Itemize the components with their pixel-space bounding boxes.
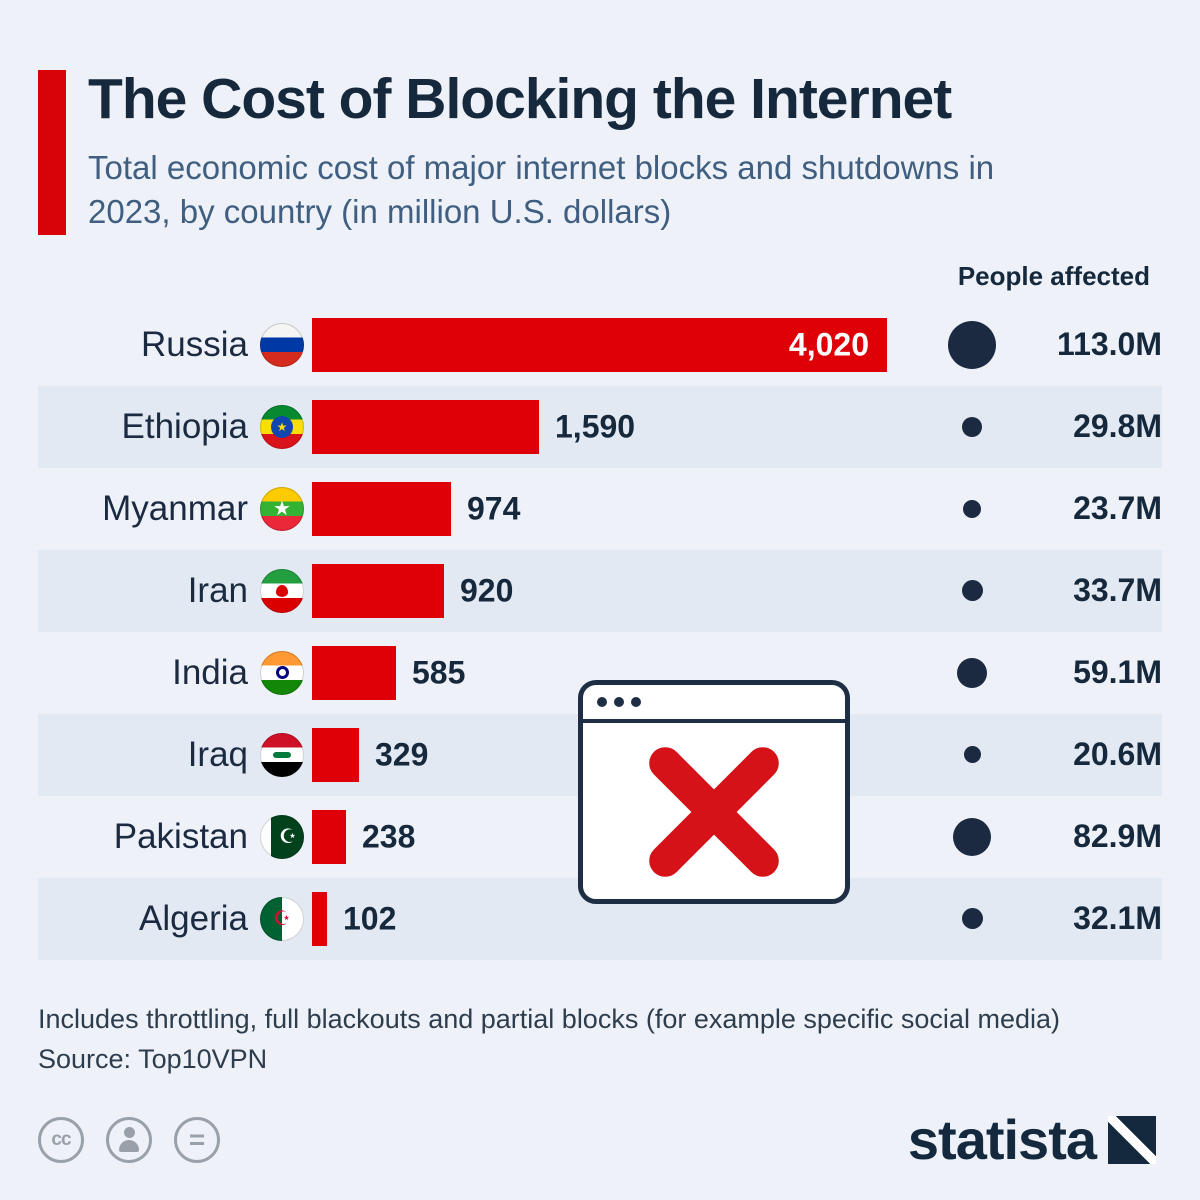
statista-logo-icon <box>1108 1115 1156 1164</box>
header: The Cost of Blocking the Internet Total … <box>0 0 1200 235</box>
cost-value-label: 102 <box>343 900 397 937</box>
country-label: Iran <box>187 570 248 610</box>
people-affected-dot <box>912 657 1032 688</box>
bar-zone: 329 <box>312 714 912 796</box>
country-label: India <box>172 652 248 692</box>
title-accent-bar <box>38 70 66 235</box>
cost-bar <box>312 399 539 454</box>
equals-icon: = <box>174 1116 220 1163</box>
footer: Includes throttling, full blackouts and … <box>38 1004 1150 1075</box>
cost-bar <box>312 563 444 618</box>
people-affected-value: 23.7M <box>1073 490 1162 527</box>
country-label: Algeria <box>139 898 248 938</box>
cost-bar <box>312 809 346 864</box>
bar-zone: 4,020 <box>312 304 912 386</box>
statista-wordmark: statista <box>907 1108 1097 1171</box>
iraq-flag-icon <box>260 732 312 777</box>
people-affected-value: 29.8M <box>1073 408 1162 445</box>
blocked-browser-illustration <box>578 680 850 904</box>
country-label: Ethiopia <box>121 406 248 446</box>
license-icons: cc = <box>38 1116 220 1163</box>
cost-value-label: 1,590 <box>555 408 636 445</box>
chart-row: Myanmar ★ 974 23.7M <box>38 468 1162 550</box>
bar-zone: 974 <box>312 468 912 550</box>
cost-value-label: 974 <box>467 490 521 527</box>
pakistan-emblem-icon: ☪ <box>279 825 297 848</box>
people-affected-dot <box>912 908 1032 930</box>
browser-dot-icon <box>597 697 607 707</box>
people-affected-dot <box>912 746 1032 764</box>
country-label: Iraq <box>187 734 248 774</box>
bottom-bar: cc = statista <box>38 1107 1156 1172</box>
title-texts: The Cost of Blocking the Internet Total … <box>88 67 1150 235</box>
cost-value-label: 238 <box>362 818 416 855</box>
people-affected-dot <box>912 580 1032 602</box>
country-label: Russia <box>141 324 248 364</box>
myanmar-emblem-icon: ★ <box>273 497 291 520</box>
blocked-x-icon <box>634 732 794 892</box>
bar-zone: 585 <box>312 632 912 714</box>
cost-value-label: 329 <box>375 736 429 773</box>
cost-bar <box>312 317 887 372</box>
iran-flag-icon <box>260 568 312 613</box>
country-label: Pakistan <box>113 816 248 856</box>
chart-row: Iran 920 33.7M <box>38 549 1162 632</box>
chart-row: Algeria ☪ 102 32.1M <box>38 877 1162 960</box>
bar-zone: 238 <box>312 796 912 878</box>
russia-flag-icon <box>260 322 312 367</box>
people-affected-value: 33.7M <box>1073 572 1162 609</box>
people-affected-value: 82.9M <box>1073 818 1162 855</box>
cc-icon: cc <box>38 1116 84 1163</box>
cost-bar <box>312 727 359 782</box>
pakistan-flag-icon: ☪ <box>260 814 312 859</box>
algeria-emblem-icon: ☪ <box>273 907 291 930</box>
source-line: Source: Top10VPN <box>38 1043 268 1074</box>
cost-value-label: 4,020 <box>788 326 869 363</box>
myanmar-flag-icon: ★ <box>260 486 312 531</box>
people-affected-dot <box>912 320 1032 369</box>
people-affected-value: 113.0M <box>1057 326 1162 363</box>
people-affected-value: 32.1M <box>1073 900 1162 937</box>
cost-value-label: 920 <box>460 572 514 609</box>
chart-row: Russia 4,020 113.0M <box>38 304 1162 386</box>
chart-row: India 585 59.1M <box>38 632 1162 714</box>
browser-titlebar <box>583 685 845 723</box>
algeria-flag-icon: ☪ <box>260 896 312 941</box>
browser-body <box>583 723 845 899</box>
browser-dot-icon <box>631 697 641 707</box>
chart-row: Ethiopia ★ 1,590 29.8M <box>38 385 1162 468</box>
browser-dot-icon <box>614 697 624 707</box>
iran-emblem-icon <box>276 584 288 597</box>
india-flag-icon <box>260 650 312 695</box>
chart-row: Pakistan ☪ 238 82.9M <box>38 796 1162 878</box>
ethiopia-flag-icon: ★ <box>260 404 312 449</box>
cost-bar <box>312 645 396 700</box>
page-title: The Cost of Blocking the Internet <box>88 67 952 131</box>
ethiopia-emblem-icon: ★ <box>271 415 293 438</box>
page-subtitle: Total economic cost of major internet bl… <box>88 148 995 231</box>
attribution-icon <box>106 1116 152 1163</box>
bar-zone: 102 <box>312 878 912 960</box>
india-emblem-icon <box>275 666 289 680</box>
people-affected-dot <box>912 817 1032 856</box>
people-affected-value: 59.1M <box>1073 654 1162 691</box>
cost-value-label: 585 <box>412 654 466 691</box>
bar-zone: 920 <box>312 550 912 632</box>
cost-bar <box>312 891 327 946</box>
people-affected-value: 20.6M <box>1073 736 1162 773</box>
cost-bar <box>312 481 451 536</box>
country-label: Myanmar <box>102 488 248 528</box>
statista-logo: statista <box>908 1107 1156 1172</box>
people-affected-column-header: People affected <box>957 260 1150 291</box>
bar-zone: 1,590 <box>312 386 912 468</box>
people-affected-dot <box>912 416 1032 437</box>
footnote: Includes throttling, full blackouts and … <box>38 1003 1060 1034</box>
iraq-emblem-icon <box>273 751 291 758</box>
people-affected-dot <box>912 499 1032 518</box>
